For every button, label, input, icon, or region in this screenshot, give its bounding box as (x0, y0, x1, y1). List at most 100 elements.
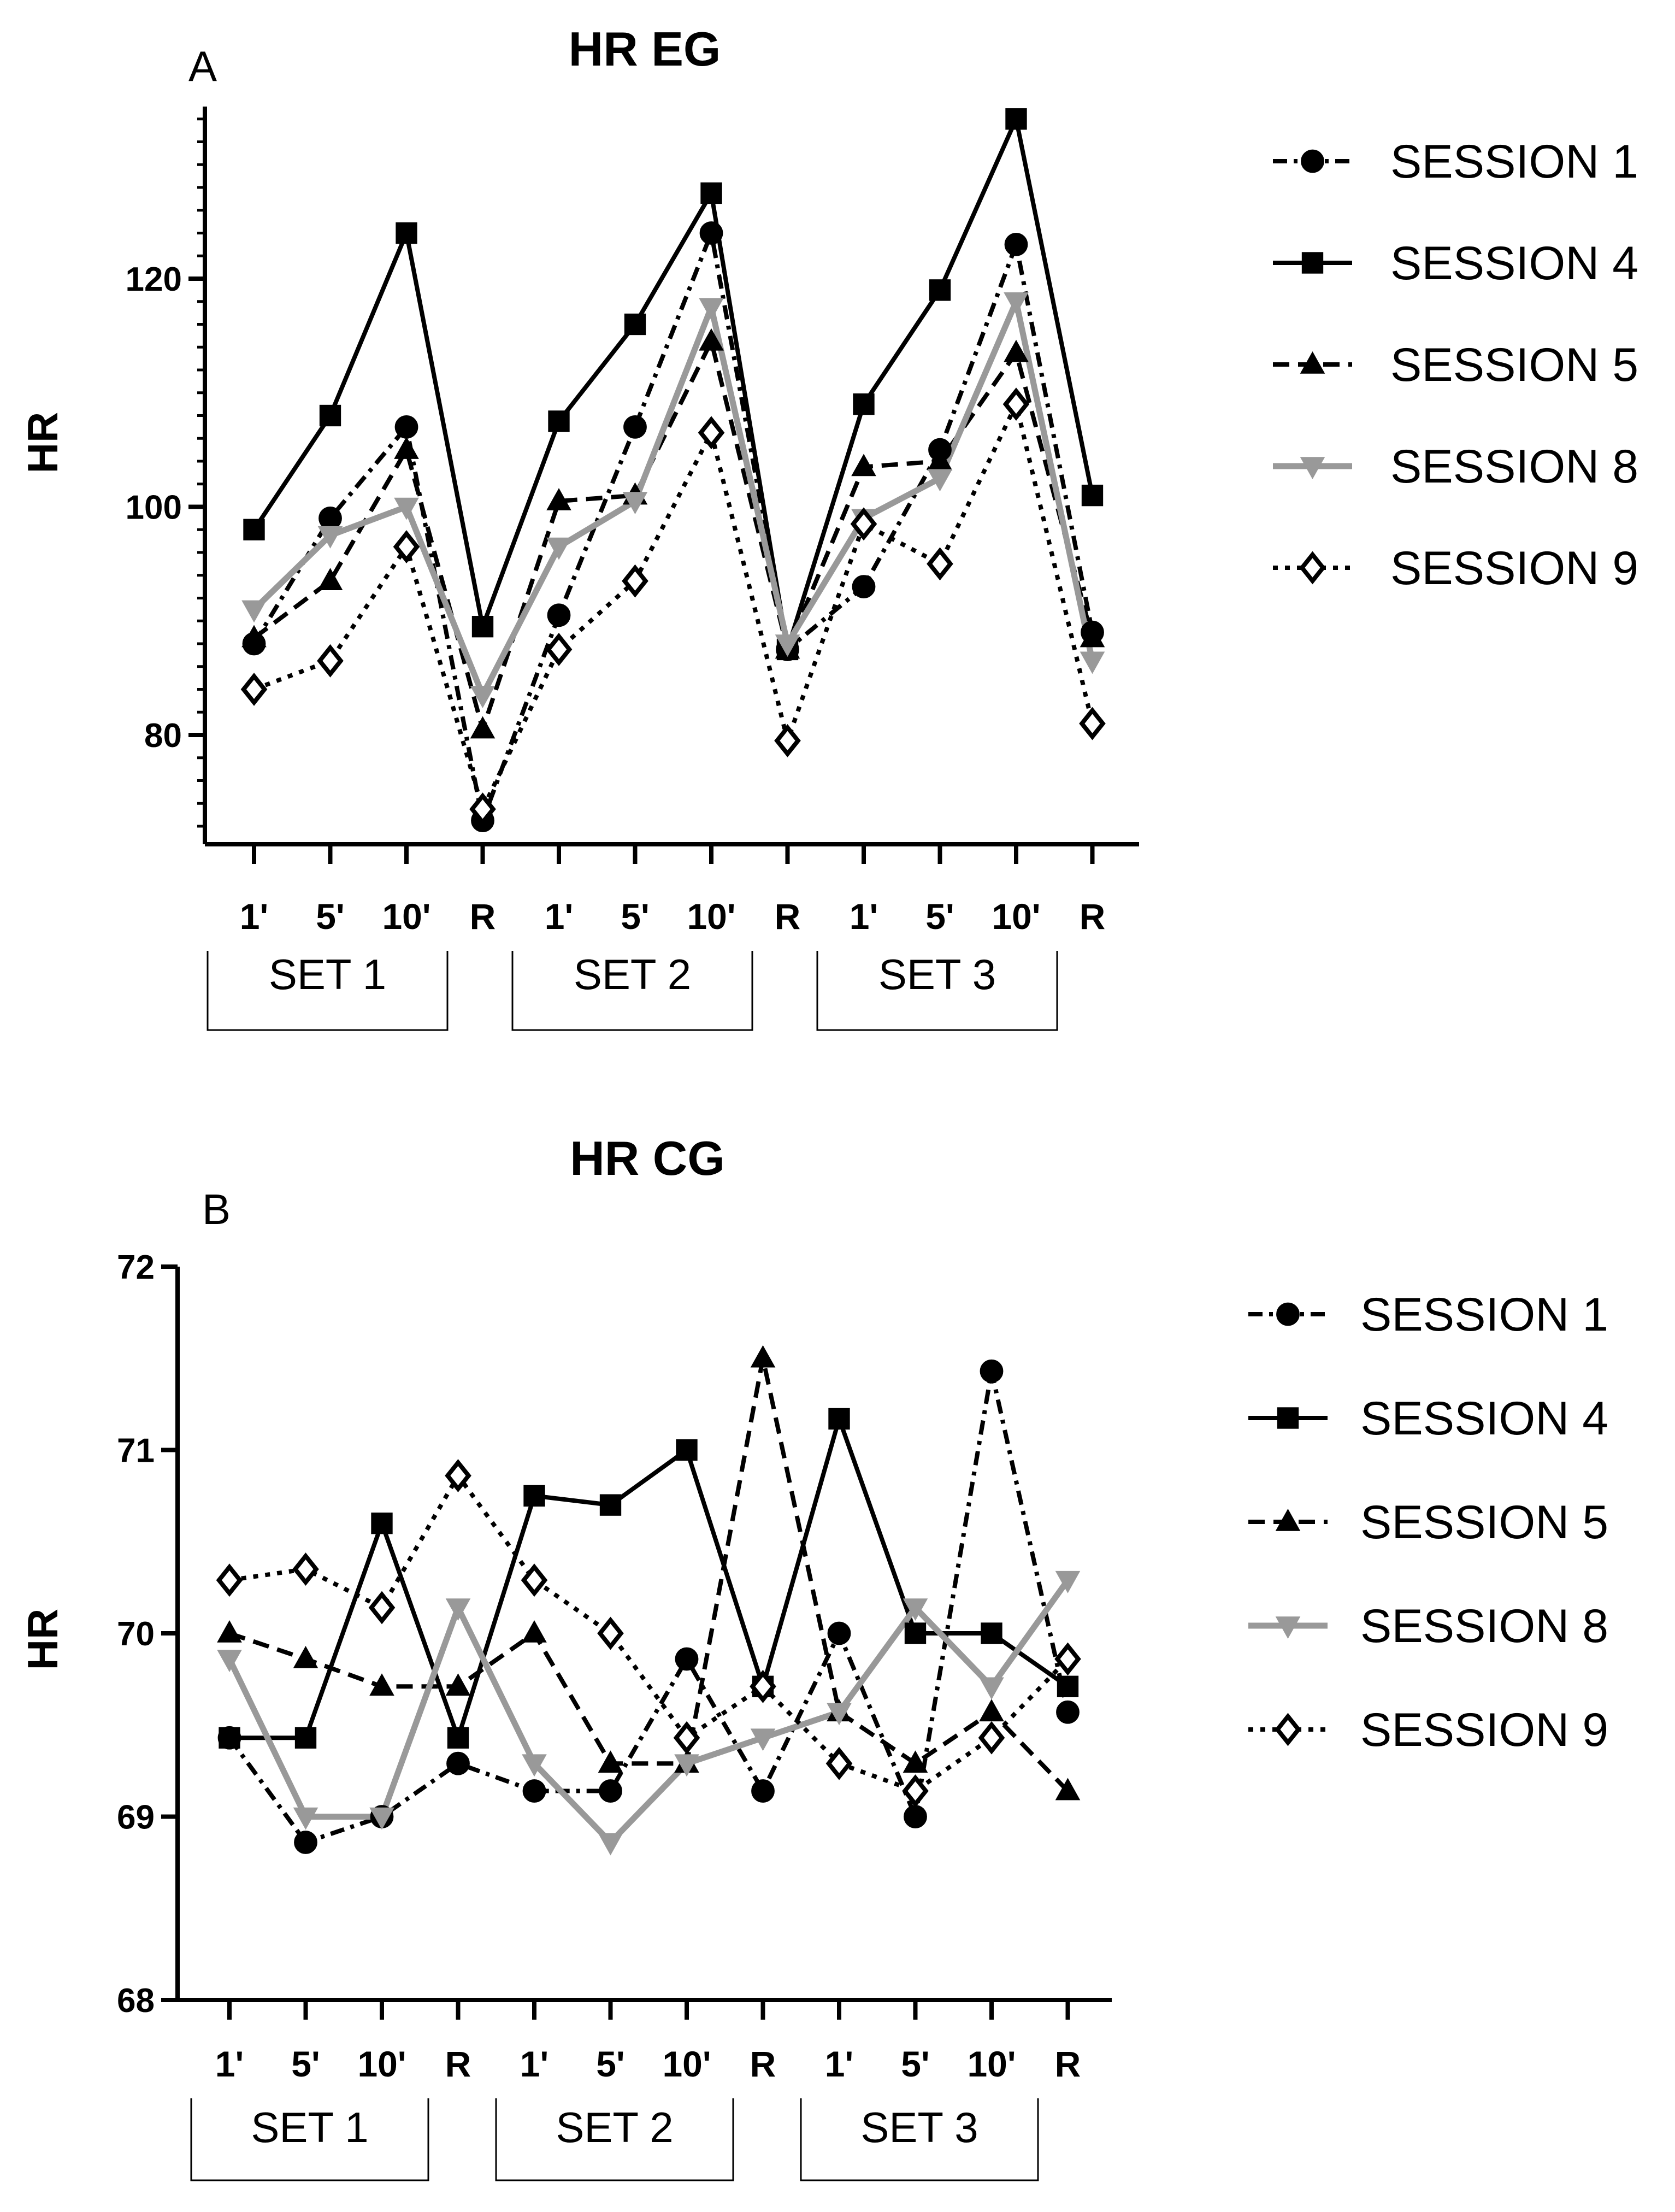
x-tick-label: 5' (621, 896, 649, 937)
x-tick-label: 1' (850, 896, 878, 937)
data-point (546, 537, 571, 560)
legend-label: SESSION 9 (1360, 1704, 1608, 1756)
x-tick-label: R (470, 896, 496, 937)
legend-item: SESSION 8 (1248, 1600, 1608, 1652)
set-label: SET 1 (269, 950, 386, 998)
data-point (825, 1746, 853, 1780)
data-point (547, 603, 571, 627)
series-markers-session-5 (241, 328, 1105, 739)
panel-a-letter: A (188, 42, 217, 90)
legend-item: SESSION 1 (1273, 136, 1638, 188)
data-point (623, 415, 647, 439)
legend-item: SESSION 9 (1273, 542, 1638, 595)
x-tick-label: 5' (316, 896, 344, 937)
data-point (624, 313, 646, 336)
data-point (979, 1699, 1004, 1722)
series-markers-session-8 (217, 1570, 1081, 1856)
data-point (979, 1677, 1004, 1700)
set-label: SET 2 (574, 950, 691, 998)
y-tick-label: 100 (126, 489, 182, 527)
data-point (597, 1616, 624, 1650)
legend-label: SESSION 8 (1390, 440, 1638, 493)
data-point (293, 1807, 319, 1830)
x-tick-label: 1' (825, 2044, 853, 2084)
data-point (1055, 1570, 1081, 1593)
x-tick-label: 10' (687, 896, 735, 937)
x-tick-label: R (1055, 2044, 1081, 2084)
panel-b-letter: B (202, 1185, 231, 1233)
x-tick-label: 5' (901, 2044, 929, 2084)
data-point (1081, 484, 1104, 507)
data-point (317, 644, 344, 678)
data-point (827, 1621, 851, 1645)
data-point (598, 1750, 623, 1773)
data-point (1002, 387, 1030, 421)
data-point (522, 1620, 547, 1643)
x-tick-label: 10' (662, 2044, 711, 2084)
x-tick-label: 1' (215, 2044, 244, 2084)
x-tick-label: R (445, 2044, 471, 2084)
data-point (676, 1439, 698, 1461)
panel-a: HR EG A HR 80 100 120 1' 5' 10' R 1' 5' 10' R 1' 5' 1… (19, 22, 1638, 1031)
series-markers-session-8 (241, 292, 1105, 708)
data-point (445, 1459, 471, 1492)
data-point (751, 1779, 775, 1803)
x-tick-label: R (1080, 896, 1106, 937)
panel-b: HR CG B HR 68 69 70 71 72 1' 5' 10' R 1' 5' 10' R 1' 5… (19, 1131, 1608, 2181)
y-tick-label: 120 (126, 261, 182, 298)
data-point (394, 437, 419, 459)
set-bracket (800, 2098, 1039, 2181)
series-markers-session-4 (243, 108, 1104, 661)
panel-b-ylabel: HR (19, 1609, 67, 1670)
data-point (240, 673, 268, 706)
data-point (927, 469, 953, 492)
data-point (904, 1805, 927, 1828)
data-point (699, 298, 724, 321)
data-point (293, 1645, 319, 1668)
data-point (978, 1721, 1005, 1755)
panel-a-title: HR EG (569, 22, 721, 76)
series-line-session-4 (252, 116, 1095, 652)
data-point (319, 404, 341, 427)
data-point (850, 507, 877, 541)
legend-marker (1275, 1616, 1301, 1639)
data-point (471, 616, 494, 638)
set-label: SET 2 (556, 2103, 673, 2151)
series-markers-session-5 (217, 1345, 1081, 1801)
panel-a-ylabel: HR (19, 412, 67, 474)
data-point (750, 1669, 776, 1703)
data-point (775, 634, 800, 657)
data-point (445, 1673, 471, 1696)
x-tick-label: 1' (240, 896, 268, 937)
data-point (1054, 1642, 1081, 1676)
legend-label: SESSION 1 (1360, 1289, 1608, 1341)
legend-label: SESSION 8 (1360, 1600, 1608, 1652)
data-point (545, 633, 573, 666)
data-point (904, 1622, 927, 1644)
data-point (243, 519, 265, 540)
x-tick-label: 10' (357, 2044, 406, 2084)
legend-item: SESSION 4 (1273, 237, 1638, 290)
data-point (929, 279, 951, 301)
x-tick-label: 1' (545, 896, 573, 937)
legend-label: SESSION 5 (1360, 1496, 1608, 1549)
legend-marker (1275, 1713, 1301, 1746)
data-point (216, 1563, 243, 1597)
data-point (393, 530, 420, 563)
data-point (317, 568, 343, 590)
data-point (599, 1494, 622, 1516)
legend-label: SESSION 4 (1360, 1392, 1608, 1445)
x-tick-label: 10' (382, 896, 430, 937)
data-point (368, 1591, 396, 1625)
y-tick-label: 69 (117, 1799, 155, 1837)
series-line-session-1 (227, 1369, 1070, 1845)
data-point (446, 1751, 470, 1775)
data-point (599, 1779, 622, 1803)
data-point (369, 1807, 394, 1830)
legend-item: SESSION 5 (1273, 339, 1638, 391)
legend-marker (1300, 351, 1325, 374)
legend-marker (1301, 252, 1324, 274)
legend-item: SESSION 5 (1248, 1496, 1608, 1549)
data-point (241, 625, 267, 648)
